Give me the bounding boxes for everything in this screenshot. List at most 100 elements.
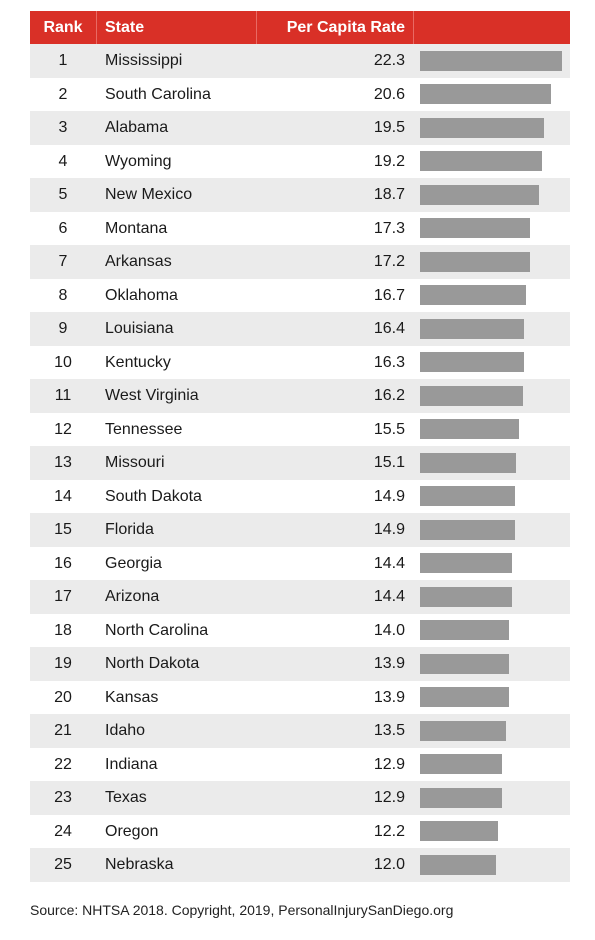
rate-bar — [420, 251, 530, 272]
state-column-header: State — [105, 19, 145, 36]
table-row: 15 Florida 14.9 — [30, 513, 570, 547]
table-row: 9 Louisiana 16.4 — [30, 312, 570, 346]
rate-cell: 19.2 — [373, 152, 405, 170]
rate-cell: 22.3 — [373, 52, 405, 69]
table-row: 20 Kansas 13.9 — [30, 680, 570, 714]
rate-bar — [420, 318, 525, 339]
state-cell: South Dakota — [105, 487, 202, 505]
rate-column-header: Per Capita Rate — [286, 19, 405, 36]
rate-cell: 17.3 — [373, 219, 405, 237]
rate-cell: 14.4 — [373, 554, 405, 572]
rank-cell: 9 — [58, 320, 68, 337]
table-row: 12 Tennessee 15.5 — [30, 412, 570, 446]
state-cell: Indiana — [105, 755, 158, 773]
rank-cell: 13 — [54, 454, 72, 471]
rank-column-header: Rank — [43, 19, 83, 36]
header-divider — [96, 11, 97, 44]
state-cell: Tennessee — [105, 420, 183, 438]
table-row: 1 Mississippi 22.3 — [30, 44, 570, 78]
rate-bar — [420, 821, 498, 841]
table-row: 14 South Dakota 14.9 — [30, 479, 570, 513]
rank-cell: 16 — [54, 554, 72, 572]
rank-cell: 20 — [54, 688, 72, 706]
rate-cell: 13.5 — [373, 722, 405, 739]
rank-cell: 3 — [58, 119, 68, 136]
rank-cell: 7 — [58, 253, 68, 270]
table-row: 13 Missouri 15.1 — [30, 446, 570, 480]
rate-cell: 15.5 — [373, 420, 405, 438]
table-row: 16 Georgia 14.4 — [30, 546, 570, 580]
rate-bar — [420, 385, 524, 406]
state-cell: Oregon — [105, 822, 159, 840]
state-cell: Kansas — [105, 688, 159, 706]
rate-cell: 12.9 — [373, 789, 405, 806]
rank-cell: 21 — [54, 722, 72, 739]
rate-bar — [420, 50, 562, 71]
table-row: 24 Oregon 12.2 — [30, 814, 570, 848]
rank-cell: 8 — [58, 286, 68, 304]
table-row: 3 Alabama 19.5 — [30, 111, 570, 145]
rate-bar — [420, 452, 517, 473]
rate-bar — [420, 419, 519, 439]
rate-bar — [420, 754, 503, 774]
rank-cell: 17 — [54, 588, 72, 605]
rate-bar — [420, 117, 545, 138]
rate-bar — [420, 486, 515, 506]
ranking-table: Rank State Per Capita Rate 1 Mississippi 2… — [30, 11, 570, 882]
rate-cell: 15.1 — [373, 454, 405, 471]
table-row: 22 Indiana 12.9 — [30, 747, 570, 781]
state-cell: West Virginia — [105, 387, 199, 404]
rate-cell: 16.3 — [373, 353, 405, 371]
rate-cell: 17.2 — [373, 253, 405, 270]
table-row: 4 Wyoming 19.2 — [30, 144, 570, 178]
rate-bar — [420, 720, 506, 741]
rate-cell: 18.7 — [373, 186, 405, 203]
table-row: 18 North Carolina 14.0 — [30, 613, 570, 647]
rank-cell: 5 — [58, 186, 68, 203]
rank-cell: 18 — [54, 621, 72, 639]
rank-cell: 12 — [54, 420, 72, 438]
rate-cell: 14.4 — [373, 588, 405, 605]
rate-bar — [420, 84, 552, 104]
rate-bar — [420, 285, 527, 305]
table-row: 21 Idaho 13.5 — [30, 714, 570, 748]
rate-bar — [420, 620, 510, 640]
rate-bar — [420, 218, 531, 238]
rank-cell: 11 — [54, 387, 72, 404]
state-cell: Georgia — [105, 554, 162, 572]
rate-bar — [420, 184, 540, 205]
rate-cell: 16.2 — [373, 387, 405, 404]
rate-cell: 12.0 — [373, 856, 405, 873]
table-row: 7 Arkansas 17.2 — [30, 245, 570, 279]
state-cell: Idaho — [105, 722, 146, 739]
rate-cell: 16.4 — [373, 320, 405, 337]
rate-cell: 16.7 — [373, 286, 405, 304]
rank-cell: 24 — [54, 822, 72, 840]
rate-cell: 14.0 — [373, 621, 405, 639]
rank-cell: 14 — [54, 487, 72, 505]
source-note: Source: NHTSA 2018. Copyright, 2019, Per… — [30, 902, 454, 918]
rank-cell: 1 — [58, 52, 68, 69]
rate-cell: 20.6 — [373, 85, 405, 103]
table-row: 17 Arizona 14.4 — [30, 580, 570, 614]
table-row: 8 Oklahoma 16.7 — [30, 278, 570, 312]
state-cell: North Carolina — [105, 621, 209, 639]
state-cell: Texas — [105, 789, 147, 806]
header-divider — [256, 11, 257, 44]
rate-cell: 19.5 — [373, 119, 405, 136]
rank-cell: 10 — [54, 353, 72, 371]
state-cell: Nebraska — [105, 856, 174, 873]
table-header: Rank State Per Capita Rate — [30, 11, 570, 44]
rank-cell: 19 — [54, 655, 72, 672]
rank-cell: 25 — [54, 856, 72, 873]
rate-bar — [420, 687, 509, 707]
state-cell: Missouri — [105, 454, 165, 471]
rate-bar — [420, 854, 497, 875]
table-row: 10 Kentucky 16.3 — [30, 345, 570, 379]
rate-cell: 12.9 — [373, 755, 405, 773]
rank-cell: 2 — [58, 85, 68, 103]
rate-bar — [420, 653, 509, 674]
rate-bar — [420, 151, 543, 171]
rate-cell: 14.9 — [373, 521, 405, 538]
rate-bar — [420, 787, 503, 808]
